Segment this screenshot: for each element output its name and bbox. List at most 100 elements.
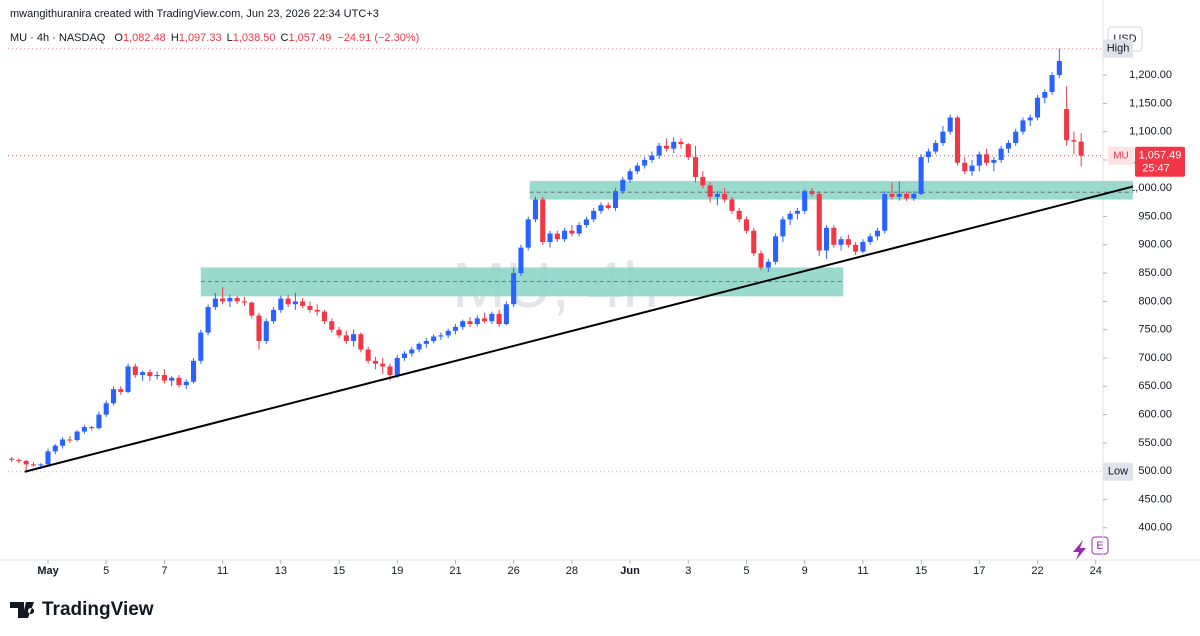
y-tick-label: 1,100.00 <box>1129 126 1172 138</box>
candle-body <box>984 154 990 163</box>
x-tick-label: 11 <box>857 565 868 577</box>
y-tick-label: 800.00 <box>1138 295 1172 307</box>
candle-body <box>933 142 939 152</box>
candle-body <box>52 445 58 452</box>
candle-body <box>343 335 349 342</box>
candle-body <box>103 403 109 415</box>
candle-body <box>780 219 786 237</box>
candle-body <box>358 334 364 350</box>
candle-body <box>743 219 750 231</box>
candle-body <box>954 117 961 163</box>
candle-body <box>547 233 553 243</box>
candle-body <box>1078 141 1084 156</box>
candle-body <box>132 366 138 375</box>
candle-body <box>831 227 837 245</box>
candle-body <box>896 193 902 197</box>
badge-box[interactable] <box>1091 536 1109 555</box>
candle-body <box>496 313 502 325</box>
candle-body <box>190 360 197 382</box>
x-tick-label: 13 <box>275 565 287 577</box>
ohlc-value: 1,057.49 <box>289 32 332 44</box>
candle-body <box>1049 75 1055 93</box>
ohlc-key: C <box>281 32 289 44</box>
candle-body <box>467 321 473 325</box>
y-tick-label: 650.00 <box>1138 380 1172 392</box>
candle-body <box>1056 60 1062 76</box>
candle-body <box>249 302 255 316</box>
x-tick-label: 28 <box>566 565 578 577</box>
candle-body <box>154 374 160 377</box>
ohlc-key: L <box>227 32 233 44</box>
candle-body <box>758 253 764 268</box>
candle-body <box>380 363 386 367</box>
low-tag <box>1103 462 1133 481</box>
candle-body <box>285 298 291 305</box>
candle-body <box>67 439 73 441</box>
candle-body <box>45 451 51 465</box>
candle-body <box>89 427 95 429</box>
candle-body <box>474 318 480 325</box>
candle-body <box>401 353 408 358</box>
candle-body <box>787 213 793 220</box>
candle-body <box>882 193 888 231</box>
y-tick-label: 600.00 <box>1138 408 1172 420</box>
badge-icon <box>1073 540 1086 560</box>
candle-body <box>845 239 851 245</box>
candle-body <box>445 330 451 336</box>
candle-body <box>314 309 320 312</box>
candle-body <box>511 273 517 305</box>
x-tick-label: 24 <box>1090 565 1102 577</box>
candle-body <box>751 230 757 254</box>
candle-body <box>212 298 218 308</box>
candle-body <box>16 459 22 461</box>
candle-body <box>940 131 946 143</box>
candle-body <box>904 193 910 199</box>
candle-body <box>612 191 619 209</box>
candle-body <box>1034 97 1041 118</box>
x-tick-label: 11 <box>217 565 228 577</box>
candle-body <box>634 165 640 172</box>
candle-body <box>838 239 844 245</box>
ohlc-key: H <box>171 32 179 44</box>
candle-body <box>482 318 488 322</box>
candle-body <box>1005 142 1011 149</box>
x-tick-label: 3 <box>685 565 691 577</box>
candle-body <box>81 427 87 432</box>
candle-body <box>110 389 117 404</box>
y-tick-label: 950.00 <box>1138 210 1172 222</box>
symbol: MU · 4h · NASDAQ <box>10 32 106 44</box>
candle-body <box>205 307 211 333</box>
badge[interactable]: E <box>1096 540 1103 552</box>
y-tick-label: 850.00 <box>1138 267 1172 279</box>
candle-body <box>693 157 699 177</box>
y-tick-label: 500.00 <box>1138 465 1172 477</box>
candle-body <box>271 309 277 322</box>
y-tick-label: 550.00 <box>1138 437 1172 449</box>
candle-body <box>30 464 37 466</box>
candle-body <box>605 205 611 209</box>
x-tick-label: Jun <box>620 565 640 577</box>
candle-body <box>140 372 146 375</box>
candle-body <box>736 210 742 220</box>
ohlc-value: 1,038.50 <box>233 32 276 44</box>
y-tick-label: 700.00 <box>1138 352 1172 364</box>
candle-body <box>925 151 931 158</box>
candle-body <box>1027 117 1033 121</box>
y-tick-label: 750.00 <box>1138 324 1172 336</box>
candle-body <box>169 377 175 381</box>
x-tick-label: 17 <box>973 565 985 577</box>
high-label: High <box>1107 42 1130 54</box>
last-price-tag <box>1135 146 1185 177</box>
candle-body <box>503 304 509 325</box>
candle-body <box>74 431 80 441</box>
candle-body <box>569 230 575 234</box>
candle-body <box>321 311 328 322</box>
candle-body <box>336 329 342 336</box>
x-tick-label: 22 <box>1031 565 1043 577</box>
change: −24.91 (−2.30%) <box>337 32 419 44</box>
logo-mark <box>10 602 35 618</box>
candle-body <box>823 227 830 251</box>
x-tick-label: 26 <box>508 565 520 577</box>
low-label: Low <box>1108 466 1128 478</box>
